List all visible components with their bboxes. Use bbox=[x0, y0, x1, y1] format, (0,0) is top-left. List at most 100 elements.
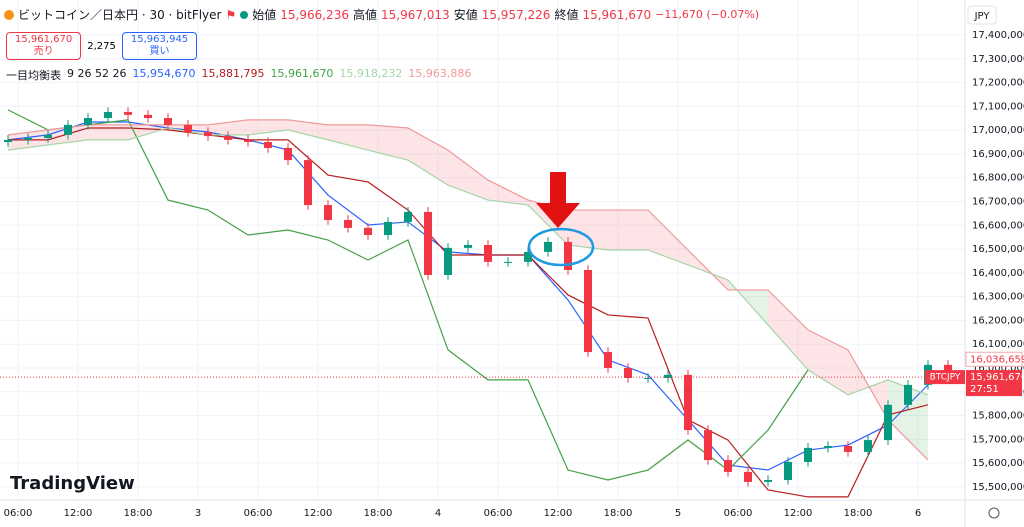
candle-body bbox=[824, 446, 832, 448]
price-label: 15,961,670 bbox=[970, 372, 1024, 383]
candle-body bbox=[664, 374, 672, 378]
sell-button[interactable]: 15,961,670 売り bbox=[6, 32, 82, 60]
y-tick-label: 15,600,000 bbox=[972, 458, 1024, 469]
candle-body bbox=[384, 221, 392, 236]
candle-body bbox=[444, 247, 452, 275]
candle-body bbox=[44, 134, 52, 138]
y-tick-label: 16,700,000 bbox=[972, 196, 1024, 207]
candle-body bbox=[704, 430, 712, 461]
x-tick-label: 12:00 bbox=[64, 508, 93, 519]
indicator-line bbox=[7, 109, 809, 481]
buy-price: 15,963,945 bbox=[130, 34, 189, 45]
candle-body bbox=[564, 241, 572, 270]
y-tick-label: 17,400,000 bbox=[972, 30, 1024, 41]
candle-body bbox=[164, 117, 172, 125]
indicator-value: 15,918,232 bbox=[339, 67, 403, 80]
y-tick-label: 15,500,000 bbox=[972, 482, 1024, 493]
candle-body bbox=[884, 404, 892, 441]
candle-body bbox=[524, 251, 532, 262]
indicator-value: 15,881,795 bbox=[201, 67, 265, 80]
x-tick-label: 06:00 bbox=[724, 508, 753, 519]
x-tick-label: 18:00 bbox=[124, 508, 153, 519]
y-tick-label: 15,800,000 bbox=[972, 411, 1024, 422]
candle-body bbox=[804, 447, 812, 462]
x-tick-label: 6 bbox=[915, 508, 921, 519]
cloud-segment bbox=[88, 124, 128, 140]
y-tick-label: 16,000,000 bbox=[972, 363, 1024, 374]
x-tick-label: 12:00 bbox=[544, 508, 573, 519]
y-tick-label: 16,900,000 bbox=[972, 149, 1024, 160]
candle-body bbox=[64, 124, 72, 135]
cloud-segment bbox=[648, 210, 688, 265]
price-label: 16,036,659 bbox=[970, 354, 1024, 365]
indicator-name: 一目均衡表 bbox=[6, 69, 61, 82]
buy-label: 買い bbox=[149, 46, 170, 57]
candle-body bbox=[184, 124, 192, 133]
candle-body bbox=[904, 384, 912, 405]
indicator-value: 15,961,670 bbox=[270, 67, 334, 80]
x-tick-label: 4 bbox=[435, 508, 441, 519]
candle-body bbox=[104, 112, 112, 118]
highlight-circle bbox=[527, 227, 595, 267]
y-tick-label: 16,200,000 bbox=[972, 315, 1024, 326]
cloud-segment bbox=[608, 210, 648, 250]
status-dot bbox=[240, 10, 249, 19]
x-tick-label: 18:00 bbox=[844, 508, 873, 519]
candle-body bbox=[364, 227, 372, 236]
indicator-line bbox=[7, 121, 929, 471]
candle-body bbox=[224, 136, 232, 140]
settings-icon[interactable] bbox=[988, 507, 1000, 519]
high-label: 高値 bbox=[352, 8, 377, 22]
candle-body bbox=[624, 367, 632, 378]
x-tick-label: 06:00 bbox=[4, 508, 33, 519]
candle-body bbox=[344, 220, 352, 228]
candle-body bbox=[264, 142, 272, 148]
indicator-value: 15,954,670 bbox=[132, 67, 196, 80]
flag-icon[interactable]: ⚑ bbox=[225, 7, 237, 22]
currency-button[interactable] bbox=[967, 5, 997, 25]
indicator-line bbox=[7, 127, 929, 396]
price-tag bbox=[966, 370, 1022, 397]
candle-body bbox=[724, 460, 732, 472]
buy-button[interactable]: 15,963,945 買い bbox=[121, 32, 198, 60]
cloud-segment bbox=[368, 124, 408, 161]
candle-body bbox=[684, 374, 692, 431]
x-tick-label: 12:00 bbox=[784, 508, 813, 519]
close-label: 終値 bbox=[554, 8, 579, 22]
candle-body bbox=[144, 114, 152, 118]
trade-panel: 15,961,670 売り 2,275 15,963,945 買い bbox=[6, 32, 198, 60]
y-tick-label: 16,600,000 bbox=[972, 220, 1024, 231]
cloud-segment bbox=[448, 150, 488, 201]
open-value: 15,966,236 bbox=[280, 7, 349, 22]
candle-body bbox=[124, 112, 132, 115]
candle-body bbox=[744, 471, 752, 482]
symbol-label: BTCJPY bbox=[930, 373, 961, 383]
x-tick-label: 06:00 bbox=[484, 508, 513, 519]
cloud-segment bbox=[768, 289, 808, 370]
x-tick-label: 5 bbox=[675, 508, 681, 519]
candle-body bbox=[644, 377, 652, 379]
indicator-value: 15,963,886 bbox=[408, 67, 472, 80]
y-tick-label: 17,100,000 bbox=[972, 101, 1024, 112]
low-label: 安値 bbox=[453, 8, 478, 22]
y-tick-label: 16,100,000 bbox=[972, 339, 1024, 350]
arrow bbox=[536, 172, 580, 228]
candle-body bbox=[484, 245, 492, 262]
candle-body bbox=[204, 132, 212, 137]
y-tick-label: 17,000,000 bbox=[972, 125, 1024, 136]
sell-label: 売り bbox=[33, 46, 54, 57]
candle-body bbox=[84, 117, 92, 125]
candle-body bbox=[4, 139, 12, 143]
spread: 2,275 bbox=[87, 40, 116, 52]
y-tick-label: 17,300,000 bbox=[972, 54, 1024, 65]
candle-body bbox=[284, 147, 292, 161]
candle-body bbox=[464, 245, 472, 248]
candle-body bbox=[504, 261, 512, 263]
high-value: 15,967,013 bbox=[380, 7, 450, 22]
candle-body bbox=[404, 211, 412, 222]
candle-body bbox=[844, 446, 852, 452]
cloud-segment bbox=[888, 379, 928, 461]
symbol: ビットコイン／日本円 · 30 · bitFlyer bbox=[18, 8, 222, 22]
